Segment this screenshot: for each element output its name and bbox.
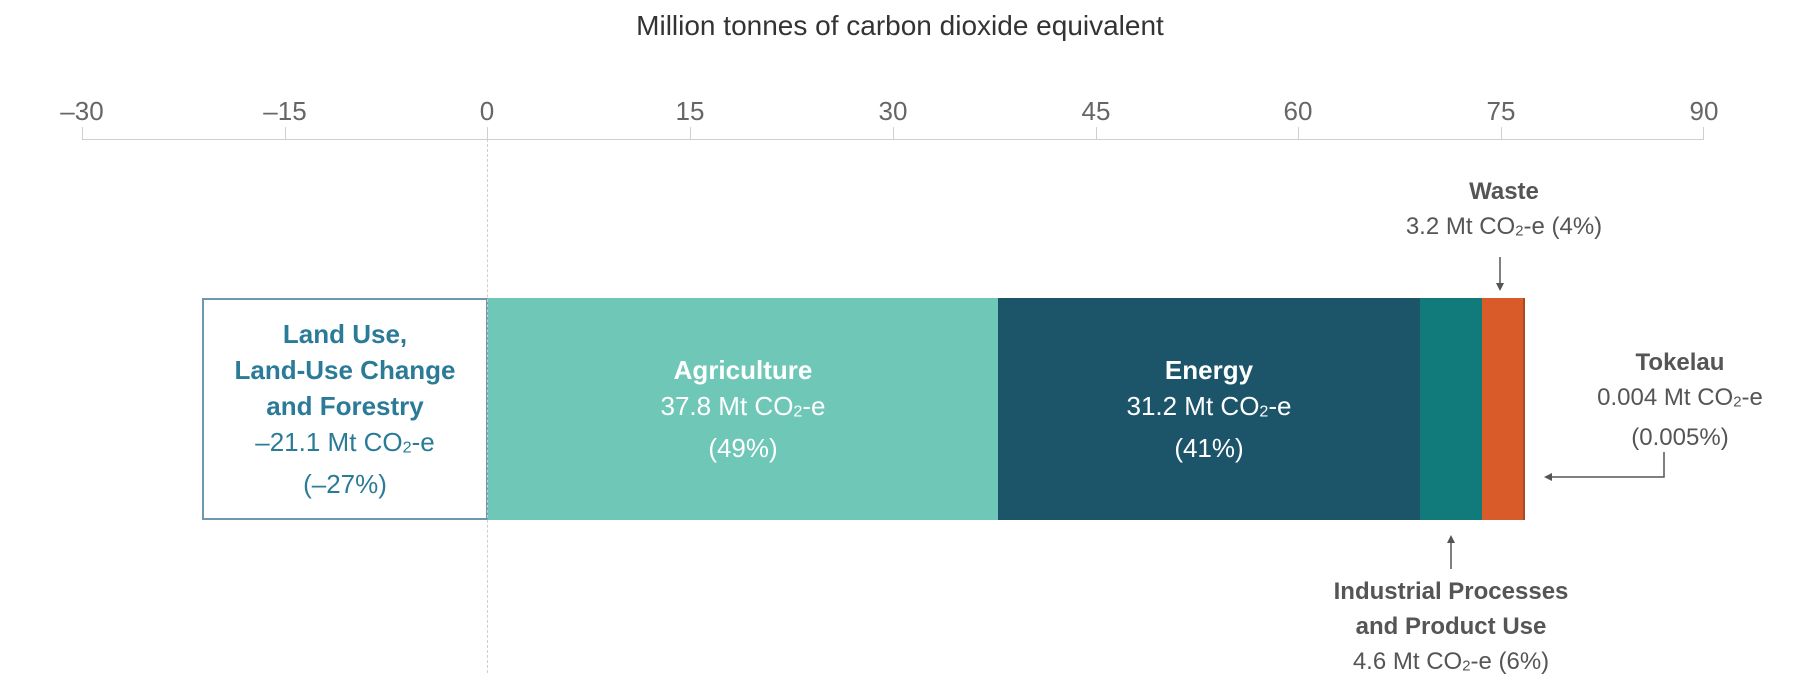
segment-percent: (41%)	[1174, 432, 1244, 463]
bar-segment-tokelau	[1523, 298, 1525, 520]
chart-title: Million tonnes of carbon dioxide equival…	[636, 10, 1164, 41]
segment-value: –21.1 Mt CO2-e	[255, 427, 435, 458]
segment-percent: (49%)	[708, 432, 778, 463]
segment-percent: (–27%)	[303, 468, 387, 499]
tick-mark	[1703, 127, 1704, 139]
bar-segment-ippu	[1420, 298, 1482, 520]
bar-segment-lulucf: Land Use, Land-Use Change and Forestry –…	[202, 298, 488, 520]
label-tokelau: Tokelau 0.004 Mt CO2-e (0.005%)	[1560, 345, 1800, 455]
tick-label: 30	[878, 96, 908, 126]
segment-name: Agriculture	[673, 355, 813, 386]
label-value: 3.2 Mt CO2-e (4%)	[1405, 213, 1603, 240]
tick-label: 90	[1689, 96, 1719, 126]
segment-name: Energy	[1164, 355, 1254, 386]
label-value: 0.004 Mt CO2-e	[1597, 384, 1763, 411]
label-percent: (0.005%)	[1631, 424, 1729, 452]
tick-mark	[690, 127, 691, 139]
label-name: and Product Use	[1355, 613, 1547, 640]
tick-mark	[1298, 127, 1299, 139]
segment-name: Land-Use Change	[234, 355, 456, 386]
label-waste: Waste 3.2 Mt CO2-e (4%)	[1354, 174, 1654, 249]
tick-label: 0	[479, 96, 495, 126]
label-value: 4.6 Mt CO2-e (6%)	[1352, 648, 1550, 675]
tick-mark	[893, 127, 894, 139]
tick-mark	[487, 127, 488, 139]
label-name: Industrial Processes	[1333, 578, 1569, 605]
label-name: Waste	[1469, 178, 1539, 205]
tick-label: 60	[1283, 96, 1313, 126]
segment-name: and Forestry	[266, 391, 424, 422]
segment-value: 37.8 Mt CO2-e	[660, 391, 826, 422]
arrow-down-icon	[1496, 257, 1504, 291]
tick-mark	[285, 127, 286, 139]
tick-mark	[1501, 127, 1502, 139]
zero-reference-line	[487, 139, 488, 673]
label-name: Tokelau	[1635, 349, 1725, 376]
tick-label: 45	[1081, 96, 1111, 126]
tick-label: 75	[1486, 96, 1516, 126]
segment-name: Land Use,	[282, 319, 408, 350]
arrow-up-icon	[1447, 535, 1455, 569]
tick-label: 15	[675, 96, 705, 126]
bar-segment-agriculture: Agriculture 37.8 Mt CO2-e (49%)	[488, 298, 998, 520]
label-ippu: Industrial Processes and Product Use 4.6…	[1301, 574, 1601, 684]
segment-value: 31.2 Mt CO2-e	[1126, 391, 1292, 422]
tick-label: –30	[60, 96, 104, 126]
bar-segment-waste	[1482, 298, 1523, 520]
tick-label: –15	[263, 96, 307, 126]
x-axis-line	[82, 139, 1704, 140]
arrow-left-icon	[1544, 452, 1665, 481]
tick-mark	[1096, 127, 1097, 139]
bar-segment-energy: Energy 31.2 Mt CO2-e (41%)	[998, 298, 1420, 520]
tick-mark	[82, 127, 83, 139]
